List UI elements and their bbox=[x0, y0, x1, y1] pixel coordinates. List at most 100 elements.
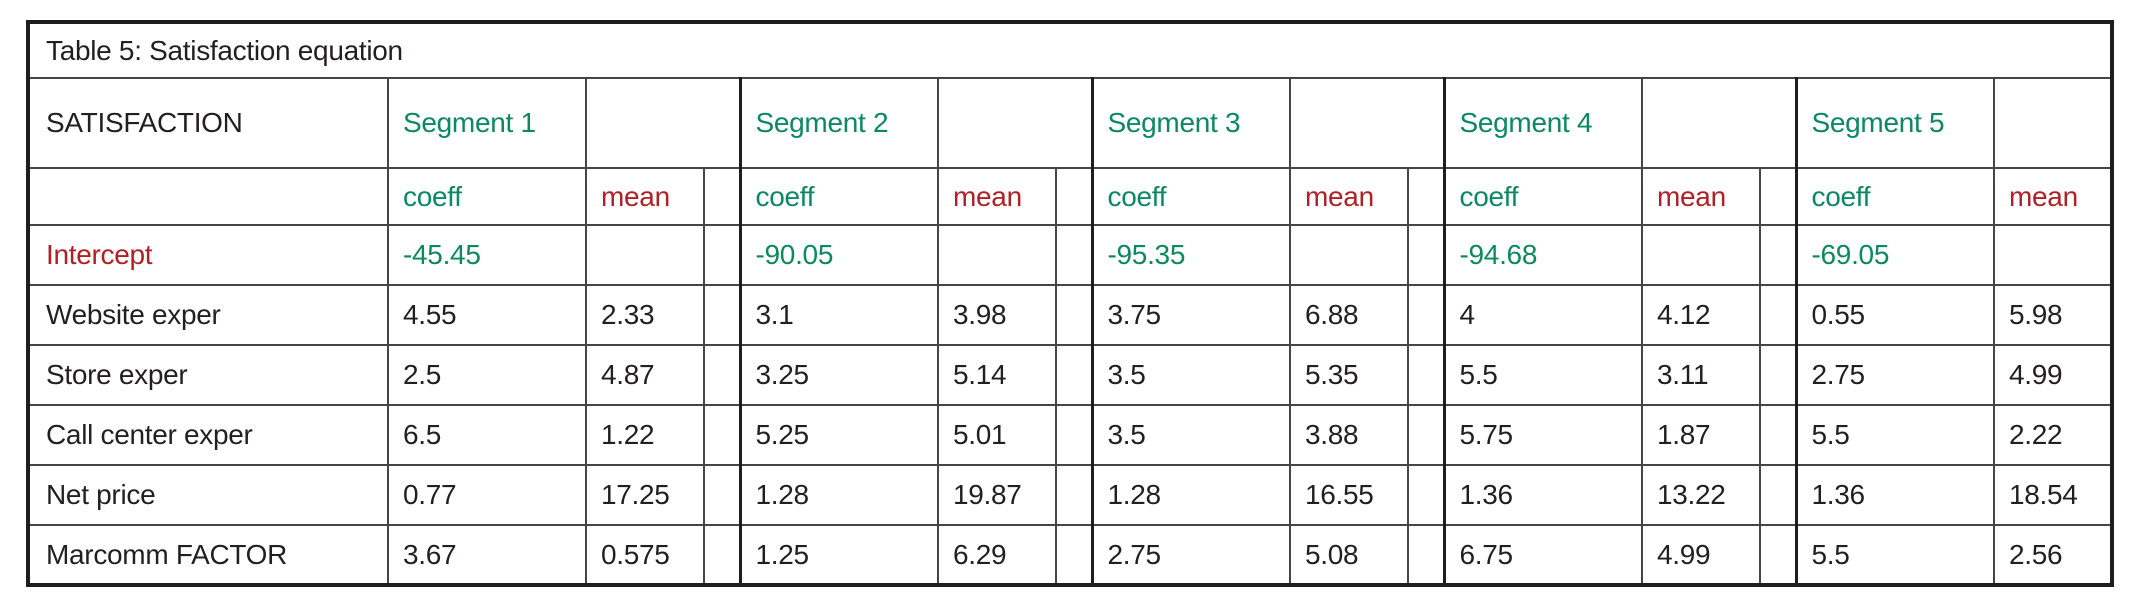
column-gap bbox=[703, 404, 742, 466]
coeff-value-cell: 3.5 bbox=[1091, 404, 1291, 466]
mean-value-cell: 5.08 bbox=[1289, 524, 1409, 586]
column-gap bbox=[703, 524, 742, 586]
coeff-column-header: coeff bbox=[739, 167, 939, 226]
column-gap bbox=[1407, 167, 1446, 226]
column-gap bbox=[1407, 344, 1446, 406]
coeff-value-cell: 3.5 bbox=[1091, 344, 1291, 406]
coeff-value-cell: 3.75 bbox=[1091, 284, 1291, 346]
mean-value-cell bbox=[1992, 224, 2114, 286]
mean-value-cell: 6.29 bbox=[937, 524, 1057, 586]
column-gap bbox=[1055, 224, 1094, 286]
mean-column-header: mean bbox=[585, 167, 705, 226]
coeff-column-header: coeff bbox=[1795, 167, 1995, 226]
row-label: Net price bbox=[27, 464, 389, 526]
mean-value-cell: 4.12 bbox=[1641, 284, 1761, 346]
mean-value-cell: 6.88 bbox=[1289, 284, 1409, 346]
column-gap bbox=[703, 284, 742, 346]
column-gap bbox=[1759, 284, 1798, 346]
coeff-value-cell: 1.36 bbox=[1795, 464, 1995, 526]
mean-value-cell: 5.01 bbox=[937, 404, 1057, 466]
column-gap bbox=[1055, 524, 1094, 586]
mean-column-header: mean bbox=[1992, 167, 2114, 226]
column-gap bbox=[1759, 167, 1798, 226]
table-row: Store exper 2.5 4.87 3.25 5.14 3.5 5.35 5.5 3.11… bbox=[27, 344, 2114, 406]
mean-value-cell: 13.22 bbox=[1641, 464, 1761, 526]
mean-column-header: mean bbox=[1641, 167, 1761, 226]
coeff-value-cell: 5.5 bbox=[1795, 404, 1995, 466]
column-gap bbox=[1055, 284, 1094, 346]
subheader-empty-label-cell bbox=[27, 167, 389, 226]
row-label: Store exper bbox=[27, 344, 389, 406]
coeff-value-cell: 3.1 bbox=[739, 284, 939, 346]
mean-value-cell bbox=[1289, 224, 1409, 286]
title-row: Table 5: Satisfaction equation bbox=[26, 21, 2114, 79]
mean-value-cell: 18.54 bbox=[1992, 464, 2114, 526]
coeff-column-header: coeff bbox=[1443, 167, 1643, 226]
coeff-value-cell: 5.75 bbox=[1443, 404, 1643, 466]
table-row: Marcomm FACTOR 3.67 0.575 1.25 6.29 2.75 5.08 6… bbox=[27, 524, 2114, 586]
mean-value-cell: 0.575 bbox=[585, 524, 705, 586]
coeff-value-cell: 6.75 bbox=[1443, 524, 1643, 586]
mean-column-header: mean bbox=[1289, 167, 1409, 226]
segment-header: Segment 4 bbox=[1443, 77, 1643, 169]
segment-header-empty-cell bbox=[1289, 77, 1446, 169]
column-gap bbox=[1759, 344, 1798, 406]
coeff-value-cell: 2.75 bbox=[1091, 524, 1291, 586]
column-gap bbox=[1759, 404, 1798, 466]
coeff-value-cell: 5.5 bbox=[1443, 344, 1643, 406]
segment-header-empty-cell bbox=[1992, 77, 2114, 169]
column-gap bbox=[1759, 224, 1798, 286]
mean-value-cell: 5.14 bbox=[937, 344, 1057, 406]
coeff-value-cell: 6.5 bbox=[387, 404, 587, 466]
row-label: Website exper bbox=[27, 284, 389, 346]
coeff-value-cell: -95.35 bbox=[1091, 224, 1291, 286]
mean-value-cell: 5.98 bbox=[1992, 284, 2114, 346]
column-gap bbox=[1407, 284, 1446, 346]
coeff-value-cell: 3.67 bbox=[387, 524, 587, 586]
segment-header: Segment 5 bbox=[1795, 77, 1995, 169]
segment-header-empty-cell bbox=[585, 77, 742, 169]
mean-value-cell: 3.11 bbox=[1641, 344, 1761, 406]
column-gap bbox=[1407, 224, 1446, 286]
column-gap bbox=[1055, 167, 1094, 226]
coeff-value-cell: -69.05 bbox=[1795, 224, 1995, 286]
mean-value-cell: 4.99 bbox=[1992, 344, 2114, 406]
coeff-value-cell: 3.25 bbox=[739, 344, 939, 406]
column-gap bbox=[1407, 524, 1446, 586]
segment-header: Segment 3 bbox=[1091, 77, 1291, 169]
coeff-column-header: coeff bbox=[387, 167, 587, 226]
mean-value-cell: 19.87 bbox=[937, 464, 1057, 526]
mean-value-cell: 3.98 bbox=[937, 284, 1057, 346]
column-gap bbox=[1055, 464, 1094, 526]
coeff-value-cell: 0.55 bbox=[1795, 284, 1995, 346]
table-row: Net price 0.77 17.25 1.28 19.87 1.28 16.55 1.36… bbox=[27, 464, 2114, 526]
mean-value-cell: 4.87 bbox=[585, 344, 705, 406]
column-gap bbox=[1407, 464, 1446, 526]
segment-header-empty-cell bbox=[1641, 77, 1798, 169]
column-gap bbox=[1759, 524, 1798, 586]
mean-value-cell: 2.33 bbox=[585, 284, 705, 346]
coeff-value-cell: 1.36 bbox=[1443, 464, 1643, 526]
mean-value-cell: 16.55 bbox=[1289, 464, 1409, 526]
satisfaction-label: SATISFACTION bbox=[27, 77, 389, 169]
coeff-value-cell: 0.77 bbox=[387, 464, 587, 526]
row-label: Call center exper bbox=[27, 404, 389, 466]
mean-value-cell: 2.56 bbox=[1992, 524, 2114, 586]
mean-value-cell: 2.22 bbox=[1992, 404, 2114, 466]
coeff-column-header: coeff bbox=[1091, 167, 1291, 226]
column-gap bbox=[1407, 404, 1446, 466]
mean-value-cell bbox=[1641, 224, 1761, 286]
mean-value-cell: 1.87 bbox=[1641, 404, 1761, 466]
column-gap bbox=[1055, 404, 1094, 466]
subheader-row: coeff mean coeff mean coeff mean coeff mean coef… bbox=[27, 167, 2114, 226]
table-row: Intercept -45.45 -90.05 -95.35 -94.68 -69.05 bbox=[27, 224, 2114, 286]
mean-value-cell: 17.25 bbox=[585, 464, 705, 526]
mean-value-cell bbox=[585, 224, 705, 286]
column-gap bbox=[1759, 464, 1798, 526]
coeff-value-cell: 2.75 bbox=[1795, 344, 1995, 406]
segment-header: Segment 2 bbox=[739, 77, 939, 169]
coeff-value-cell: 4.55 bbox=[387, 284, 587, 346]
segment-header-empty-cell bbox=[937, 77, 1094, 169]
mean-value-cell: 1.22 bbox=[585, 404, 705, 466]
row-label: Marcomm FACTOR bbox=[27, 524, 389, 586]
